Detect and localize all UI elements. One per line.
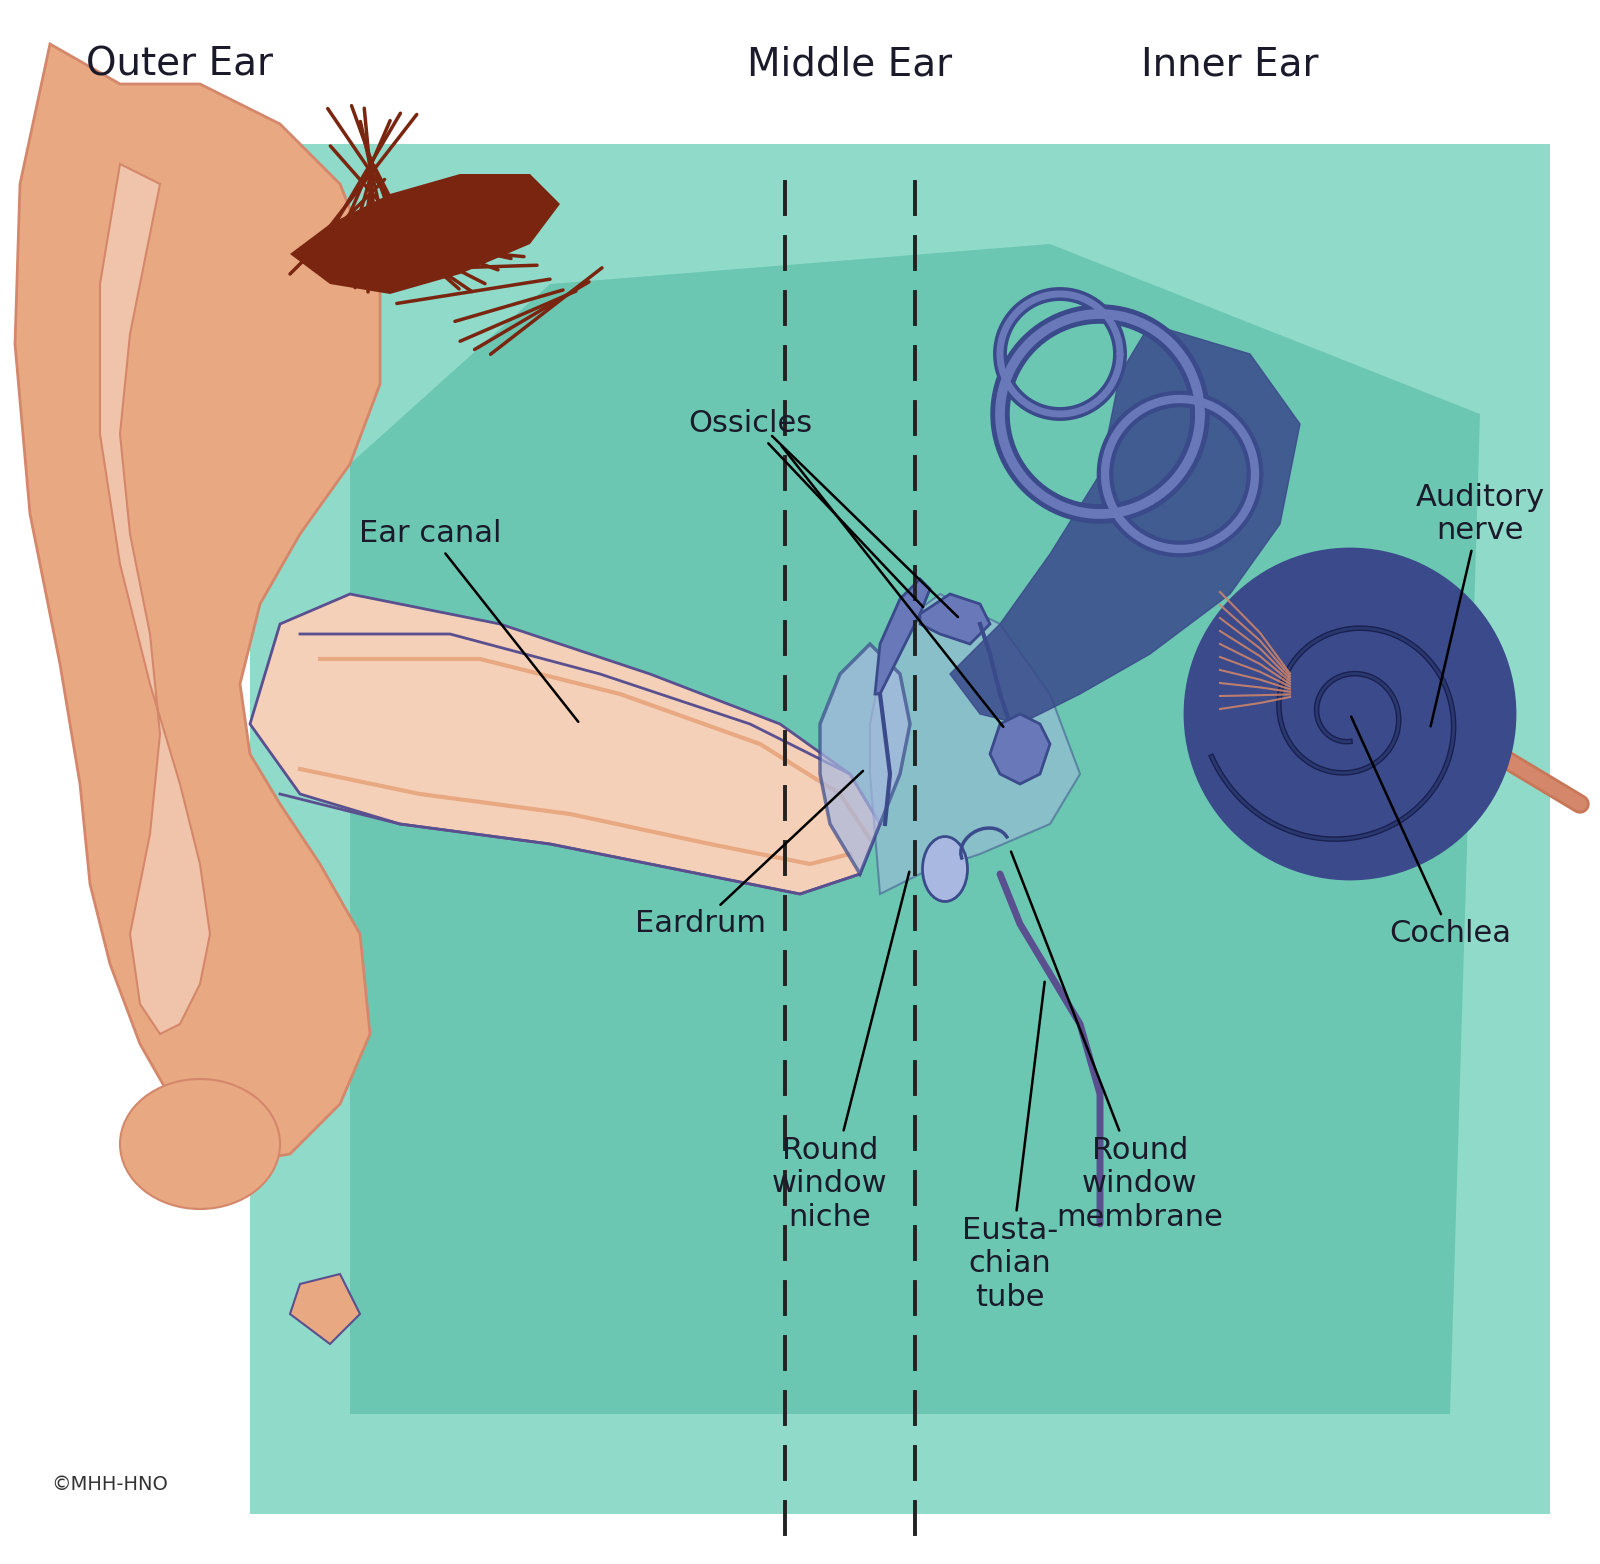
Text: Round
window
membrane: Round window membrane bbox=[1011, 851, 1224, 1232]
Polygon shape bbox=[290, 174, 560, 294]
Text: Middle Ear: Middle Ear bbox=[747, 45, 952, 83]
Polygon shape bbox=[920, 594, 990, 644]
Ellipse shape bbox=[120, 1079, 280, 1209]
Polygon shape bbox=[819, 644, 910, 874]
Ellipse shape bbox=[923, 837, 968, 901]
Text: Inner Ear: Inner Ear bbox=[1141, 45, 1318, 83]
Polygon shape bbox=[14, 44, 381, 1164]
Polygon shape bbox=[250, 144, 1550, 1514]
Text: Ear canal: Ear canal bbox=[358, 519, 578, 723]
Polygon shape bbox=[99, 164, 210, 1034]
Text: Cochlea: Cochlea bbox=[1350, 716, 1510, 948]
Text: Eusta-
chian
tube: Eusta- chian tube bbox=[962, 982, 1058, 1312]
Polygon shape bbox=[350, 244, 1480, 1414]
Circle shape bbox=[1186, 549, 1515, 879]
Text: Auditory
nerve: Auditory nerve bbox=[1416, 483, 1544, 726]
Text: ©MHH-HNO: ©MHH-HNO bbox=[51, 1475, 168, 1494]
Text: Round
window
niche: Round window niche bbox=[773, 871, 909, 1232]
Text: Eardrum: Eardrum bbox=[635, 771, 862, 938]
Polygon shape bbox=[290, 1275, 360, 1343]
Polygon shape bbox=[870, 594, 1080, 895]
Polygon shape bbox=[990, 715, 1050, 784]
Polygon shape bbox=[875, 579, 930, 694]
Text: Outer Ear: Outer Ear bbox=[86, 45, 274, 83]
Text: Ossicles: Ossicles bbox=[688, 410, 923, 607]
Polygon shape bbox=[250, 594, 880, 895]
Polygon shape bbox=[950, 324, 1299, 724]
